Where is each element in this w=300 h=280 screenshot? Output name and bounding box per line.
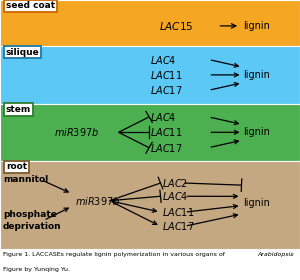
- Text: .: .: [289, 252, 291, 257]
- Text: $\it{LAC15}$: $\it{LAC15}$: [159, 20, 194, 32]
- Text: $\it{LAC4}$: $\it{LAC4}$: [150, 53, 176, 66]
- Text: Arabidopsis: Arabidopsis: [257, 252, 294, 257]
- Text: phosphate: phosphate: [3, 210, 57, 219]
- Bar: [0, 161, 300, 249]
- Text: mannitol: mannitol: [3, 175, 48, 184]
- Text: lignin: lignin: [243, 198, 270, 208]
- Text: $\it{LAC11}$: $\it{LAC11}$: [150, 69, 182, 81]
- Bar: [0, 104, 300, 161]
- Text: $\it{LAC2}$: $\it{LAC2}$: [162, 177, 188, 189]
- Bar: [0, 46, 300, 104]
- Text: stem: stem: [6, 105, 31, 114]
- Text: $\it{LAC17}$: $\it{LAC17}$: [150, 142, 182, 154]
- Text: $\it{LAC4}$: $\it{LAC4}$: [162, 190, 188, 202]
- Text: Figure by Yunqing Yu.: Figure by Yunqing Yu.: [3, 267, 70, 272]
- Text: $\it{LAC17}$: $\it{LAC17}$: [162, 220, 194, 232]
- Text: lignin: lignin: [243, 21, 270, 31]
- Text: $\it{LAC4}$: $\it{LAC4}$: [150, 111, 176, 123]
- Text: lignin: lignin: [243, 70, 270, 80]
- Text: $\it{miR397b}$: $\it{miR397b}$: [54, 126, 99, 138]
- Text: lignin: lignin: [243, 127, 270, 137]
- Text: $\it{miR397b}$: $\it{miR397b}$: [75, 195, 120, 207]
- Text: Figure 1. LACCASEs regulate lignin polymerization in various organs of: Figure 1. LACCASEs regulate lignin polym…: [3, 252, 227, 257]
- Text: seed coat: seed coat: [6, 1, 55, 10]
- Bar: [0, 0, 300, 46]
- Text: $\it{LAC11}$: $\it{LAC11}$: [150, 126, 182, 138]
- Text: root: root: [6, 162, 27, 171]
- Text: $\it{LAC11}$: $\it{LAC11}$: [162, 206, 194, 218]
- Text: deprivation: deprivation: [3, 222, 61, 231]
- Text: silique: silique: [6, 48, 40, 57]
- Text: $\it{LAC17}$: $\it{LAC17}$: [150, 84, 182, 96]
